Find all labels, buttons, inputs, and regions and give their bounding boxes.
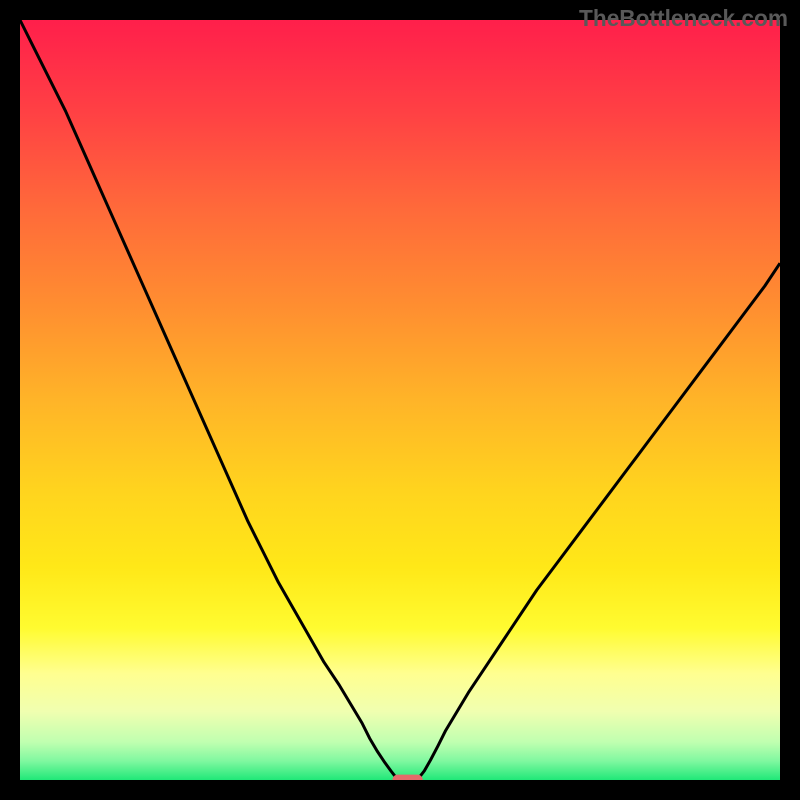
chart-background (20, 20, 780, 780)
bottleneck-chart: TheBottleneck.com (0, 0, 800, 800)
chart-svg (0, 0, 800, 800)
